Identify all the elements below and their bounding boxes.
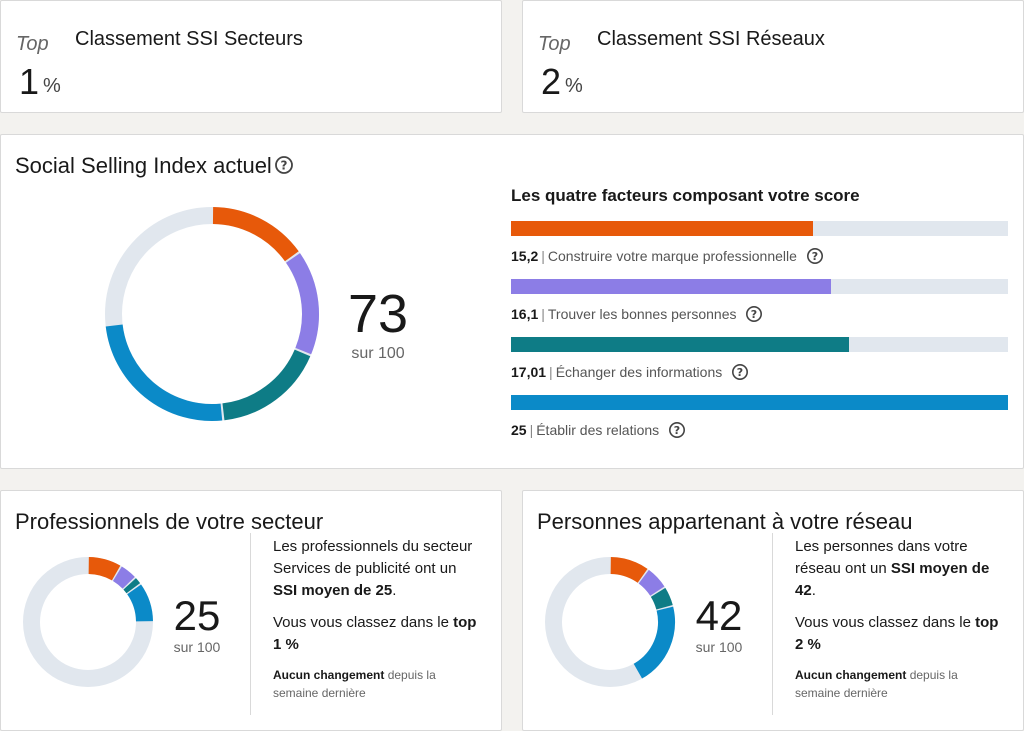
sector-card [0, 490, 502, 731]
donut-segment-4 [633, 606, 675, 679]
factor-name: Trouver les bonnes personnes [547, 306, 737, 322]
factor-bar-track [511, 279, 1008, 294]
question-circle-icon[interactable]: ? [745, 305, 763, 323]
factor-bar-fill [511, 221, 814, 236]
donut-segment-2 [638, 569, 665, 597]
donut-segment-3 [123, 578, 141, 594]
factor-label: 17,01 | Échanger des informations? [511, 363, 749, 381]
question-circle-icon[interactable]: ? [731, 363, 749, 381]
ssi-score: 73 [347, 284, 409, 344]
sector-score: 25 [173, 592, 221, 639]
sector-rank-text: Vous vous classez dans le top 1 % [273, 614, 477, 653]
donut-segment-3 [650, 587, 673, 610]
network-change-note: Aucun changement depuis la semaine derni… [795, 668, 958, 700]
donut-track [23, 557, 153, 687]
donut-segment-3 [222, 349, 311, 421]
ssi-title: Social Selling Index actuel [15, 153, 272, 178]
sector-rank-card: Top Classement SSI Secteurs 1 % [0, 0, 502, 113]
factor-label: 25 | Établir des relations? [511, 421, 686, 439]
ssi-score-sub: sur 100 [351, 345, 405, 362]
network-rank-value: 2 [541, 61, 562, 102]
factor-value: 17,01 [511, 364, 547, 380]
network-rank-text: Vous vous classez dans le top 2 % [795, 614, 999, 653]
sector-title: Professionnels de votre secteur [15, 509, 324, 534]
donut-segment-1 [610, 557, 648, 584]
question-circle-icon[interactable]: ? [668, 421, 686, 439]
factor-bar-track [511, 395, 1008, 410]
donut-segment-4 [126, 584, 153, 622]
factor-value: 15,2 [511, 248, 539, 264]
sector-rank-value: 1 [19, 61, 40, 102]
sector-donut-chart [23, 557, 153, 687]
network-rank-top-label: Top [538, 33, 571, 55]
sector-change-note: Aucun changement depuis la semaine derni… [273, 668, 436, 700]
donut-segment-1 [212, 207, 299, 262]
network-rank-title: Classement SSI Réseaux [597, 28, 825, 50]
factor-bar-fill [511, 337, 850, 352]
sector-score-sub: sur 100 [173, 639, 221, 655]
network-score: 42 [695, 592, 743, 639]
network-description: Les personnes dans votre réseau ont un S… [795, 538, 990, 599]
ssi-donut-chart [105, 207, 319, 421]
donut-segment-2 [112, 566, 135, 589]
svg-text:?: ? [737, 366, 743, 379]
factor-value: 16,1 [511, 306, 539, 322]
factor-name: Construire votre marque professionnelle [547, 248, 797, 264]
donut-segment-1 [88, 557, 121, 581]
sector-description: Les professionnels du secteur Services d… [273, 538, 473, 599]
factor-label: 16,1 | Trouver les bonnes personnes? [511, 305, 763, 323]
factor-name: Établir des relations [536, 422, 660, 438]
factor-bar-track [511, 221, 1008, 236]
sector-rank-top-label: Top [16, 33, 49, 55]
factor-bar-track [511, 337, 1008, 352]
sector-divider [250, 533, 251, 715]
network-donut-chart [545, 557, 675, 687]
factors-title: Les quatre facteurs composant votre scor… [511, 186, 860, 205]
sector-rank-title: Classement SSI Secteurs [75, 28, 303, 50]
donut-segment-2 [285, 253, 319, 355]
svg-text:?: ? [281, 159, 288, 173]
factor-bar-fill [511, 279, 832, 294]
donut-segment-4 [105, 324, 223, 421]
factor-value: 25 [511, 422, 527, 438]
network-rank-unit: % [565, 75, 583, 97]
network-divider [772, 533, 773, 715]
network-score-sub: sur 100 [695, 639, 743, 655]
svg-text:?: ? [812, 250, 818, 263]
factor-bar-fill [511, 395, 1008, 410]
network-title: Personnes appartenant à votre réseau [537, 509, 913, 534]
network-card [522, 490, 1024, 731]
svg-text:?: ? [751, 308, 757, 321]
factor-label: 15,2 | Construire votre marque professionn… [511, 247, 824, 265]
sector-rank-unit: % [43, 75, 61, 97]
ssi-card [0, 134, 1024, 469]
question-circle-icon[interactable]: ? [274, 155, 294, 175]
network-rank-card: Top Classement SSI Réseaux 2 % [522, 0, 1024, 113]
factor-name: Échanger des informations [555, 364, 723, 380]
question-circle-icon[interactable]: ? [806, 247, 824, 265]
svg-text:?: ? [674, 424, 680, 437]
